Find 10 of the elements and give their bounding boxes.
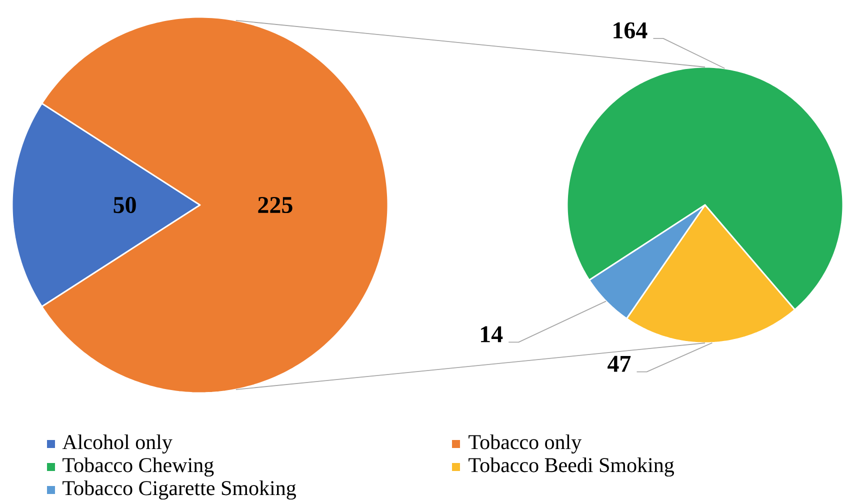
- legend-label: Tobacco Cigarette Smoking: [62, 480, 296, 500]
- data-label: 14: [481, 326, 503, 342]
- legend-label: Tobacco only: [468, 434, 582, 454]
- legend-label: Alcohol only: [62, 434, 172, 454]
- data-label: 47: [608, 356, 631, 372]
- data-label: 225: [258, 196, 292, 214]
- legend-label: Tobacco Beedi Smoking: [468, 457, 674, 477]
- data-label: 164: [614, 22, 648, 38]
- data-label: 50: [114, 196, 136, 214]
- legend-label: Tobacco Chewing: [62, 457, 214, 477]
